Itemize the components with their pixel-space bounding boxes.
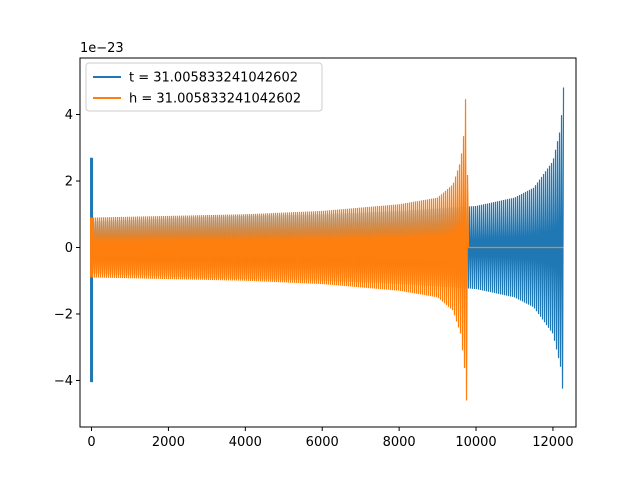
x-tick-label: 0 — [87, 435, 95, 450]
y-tick-label: −4 — [54, 374, 73, 389]
series-line-1 — [90, 99, 564, 401]
legend-label: h = 31.005833241042602 — [129, 92, 301, 107]
x-tick-label: 6000 — [306, 435, 339, 450]
y-tick-label: 2 — [65, 175, 73, 190]
x-axis: 0 2000 4000 6000 8000 10000 12000 — [87, 427, 574, 450]
legend: t = 31.005833241042602 h = 31.00583324104… — [85, 62, 323, 112]
x-tick-label: 2000 — [152, 435, 185, 450]
legend-label: t = 31.005833241042602 — [129, 71, 298, 86]
y-axis: −4 −2 0 2 4 — [54, 108, 80, 389]
x-tick-label: 8000 — [383, 435, 416, 450]
axes-border — [79, 57, 577, 428]
y-offset-label: 1e−23 — [80, 41, 124, 56]
axes-frame — [79, 57, 577, 428]
legend-box — [85, 62, 323, 112]
y-tick-label: −2 — [54, 307, 73, 322]
x-tick-label: 12000 — [532, 435, 573, 450]
plot-area — [90, 87, 565, 401]
y-tick-label: 4 — [65, 108, 73, 123]
x-tick-label: 10000 — [455, 435, 496, 450]
y-tick-label: 0 — [65, 241, 73, 256]
x-tick-label: 4000 — [229, 435, 262, 450]
